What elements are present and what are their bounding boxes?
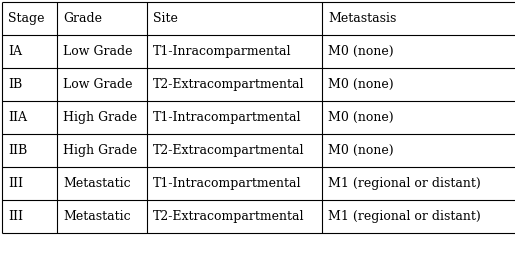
Text: M0 (none): M0 (none) xyxy=(328,45,393,58)
Text: Low Grade: Low Grade xyxy=(63,78,132,91)
Text: III: III xyxy=(8,210,23,223)
Text: IB: IB xyxy=(8,78,22,91)
Text: High Grade: High Grade xyxy=(63,111,137,124)
Text: T2-Extracompartmental: T2-Extracompartmental xyxy=(153,78,304,91)
Text: Grade: Grade xyxy=(63,12,102,25)
Text: T1-Intracompartmental: T1-Intracompartmental xyxy=(153,177,301,190)
Text: Metastasis: Metastasis xyxy=(328,12,397,25)
Text: Metastatic: Metastatic xyxy=(63,210,131,223)
Text: IIB: IIB xyxy=(8,144,27,157)
Text: T2-Extracompartmental: T2-Extracompartmental xyxy=(153,144,304,157)
Text: T2-Extracompartmental: T2-Extracompartmental xyxy=(153,210,304,223)
Text: Stage: Stage xyxy=(8,12,44,25)
Text: M0 (none): M0 (none) xyxy=(328,144,393,157)
Text: M0 (none): M0 (none) xyxy=(328,78,393,91)
Text: M1 (regional or distant): M1 (regional or distant) xyxy=(328,177,480,190)
Text: Low Grade: Low Grade xyxy=(63,45,132,58)
Text: T1-Intracompartmental: T1-Intracompartmental xyxy=(153,111,301,124)
Text: High Grade: High Grade xyxy=(63,144,137,157)
Text: IIA: IIA xyxy=(8,111,27,124)
Text: Site: Site xyxy=(153,12,178,25)
Text: T1-Inracomparmental: T1-Inracomparmental xyxy=(153,45,291,58)
Text: M1 (regional or distant): M1 (regional or distant) xyxy=(328,210,480,223)
Text: IA: IA xyxy=(8,45,22,58)
Text: M0 (none): M0 (none) xyxy=(328,111,393,124)
Text: III: III xyxy=(8,177,23,190)
Text: Metastatic: Metastatic xyxy=(63,177,131,190)
